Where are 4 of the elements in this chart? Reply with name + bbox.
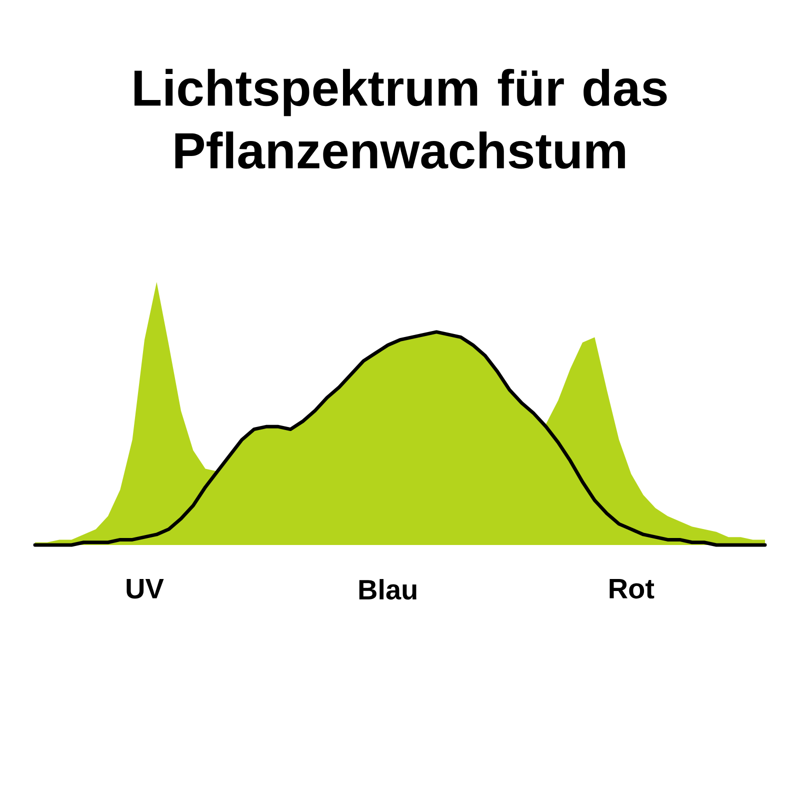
x-tick-label: Rot (610, 579, 654, 599)
chart-title: Lichtspektrum für das Pflanzenwachstum (134, 68, 667, 169)
x-tick-label: UV (126, 579, 164, 599)
x-tick-label: Blau (359, 579, 416, 600)
